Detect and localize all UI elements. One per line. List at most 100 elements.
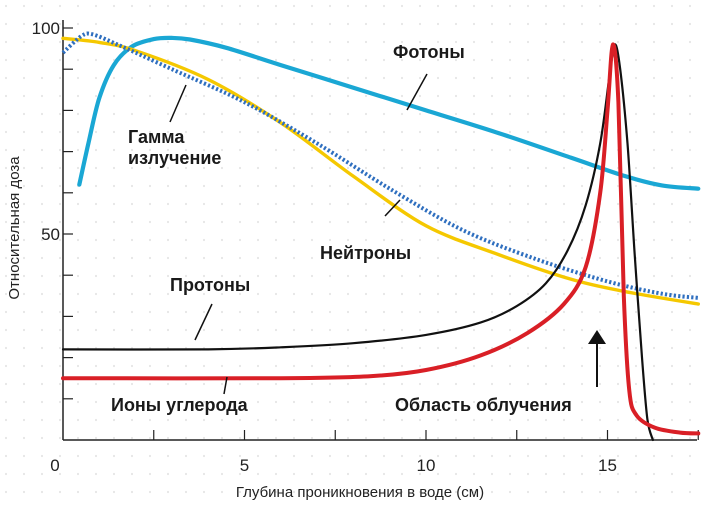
bg-dot bbox=[76, 22, 80, 26]
bg-dot bbox=[202, 274, 206, 278]
bg-dot bbox=[598, 22, 602, 26]
bg-dot bbox=[436, 490, 440, 494]
bg-dot bbox=[130, 256, 134, 260]
bg-dot bbox=[490, 382, 494, 386]
bg-dot bbox=[400, 4, 404, 8]
bg-dot bbox=[508, 58, 512, 62]
bg-dot bbox=[310, 148, 314, 152]
bg-dot bbox=[364, 490, 368, 494]
bg-dot bbox=[400, 94, 404, 98]
bg-dot bbox=[292, 274, 296, 278]
bg-dot bbox=[202, 112, 206, 116]
bg-dot bbox=[40, 256, 44, 260]
bg-dot bbox=[670, 274, 674, 278]
bg-dot bbox=[418, 490, 422, 494]
bg-dot bbox=[508, 292, 512, 296]
bg-dot bbox=[76, 166, 80, 170]
bg-dot bbox=[112, 238, 116, 242]
bg-dot bbox=[40, 184, 44, 188]
bg-dot bbox=[4, 112, 8, 116]
bg-dot bbox=[328, 40, 332, 44]
bg-dot bbox=[40, 22, 44, 26]
bg-dot bbox=[454, 112, 458, 116]
bg-dot bbox=[22, 328, 26, 332]
bg-dot bbox=[310, 22, 314, 26]
bg-dot bbox=[202, 454, 206, 458]
bg-dot bbox=[184, 400, 188, 404]
bg-dot bbox=[22, 184, 26, 188]
bg-dot bbox=[418, 382, 422, 386]
bg-dot bbox=[526, 22, 530, 26]
bg-dot bbox=[616, 310, 620, 314]
bg-dot bbox=[22, 202, 26, 206]
bg-dot bbox=[652, 22, 656, 26]
bg-dot bbox=[184, 220, 188, 224]
bg-dot bbox=[526, 382, 530, 386]
bg-dot bbox=[4, 436, 8, 440]
bg-dot bbox=[4, 130, 8, 134]
bg-dot bbox=[94, 184, 98, 188]
bg-dot bbox=[94, 436, 98, 440]
bg-dot bbox=[310, 220, 314, 224]
bg-dot bbox=[688, 76, 692, 80]
bg-dot bbox=[562, 310, 566, 314]
bg-dot bbox=[490, 166, 494, 170]
bg-dot bbox=[274, 130, 278, 134]
bg-dot bbox=[22, 454, 26, 458]
bg-dot bbox=[40, 436, 44, 440]
bg-dot bbox=[562, 292, 566, 296]
bg-dot bbox=[562, 184, 566, 188]
bg-dot bbox=[76, 328, 80, 332]
bg-dot bbox=[598, 130, 602, 134]
bg-dot bbox=[382, 328, 386, 332]
bg-dot bbox=[148, 382, 152, 386]
bg-dot bbox=[256, 490, 260, 494]
bg-dot bbox=[598, 472, 602, 476]
bg-dot bbox=[472, 238, 476, 242]
bg-dot bbox=[184, 454, 188, 458]
bg-dot bbox=[562, 490, 566, 494]
bg-dot bbox=[238, 4, 242, 8]
bg-dot bbox=[184, 184, 188, 188]
bg-dot bbox=[454, 40, 458, 44]
bg-dot bbox=[220, 472, 224, 476]
bg-dot bbox=[4, 418, 8, 422]
bg-dot bbox=[634, 40, 638, 44]
bg-dot bbox=[490, 454, 494, 458]
bg-dot bbox=[112, 472, 116, 476]
bg-dot bbox=[526, 220, 530, 224]
bg-dot bbox=[76, 238, 80, 242]
bg-dot bbox=[400, 328, 404, 332]
bg-dot bbox=[166, 382, 170, 386]
bg-dot bbox=[22, 418, 26, 422]
bg-dot bbox=[112, 436, 116, 440]
bg-dot bbox=[130, 274, 134, 278]
bg-dot bbox=[580, 40, 584, 44]
bg-dot bbox=[166, 400, 170, 404]
bg-dot bbox=[652, 274, 656, 278]
bg-dot bbox=[94, 130, 98, 134]
bg-dot bbox=[364, 364, 368, 368]
bg-dot bbox=[472, 4, 476, 8]
bg-dot bbox=[148, 436, 152, 440]
bg-dot bbox=[238, 184, 242, 188]
bg-dot bbox=[364, 382, 368, 386]
bg-dot bbox=[580, 490, 584, 494]
bg-dot bbox=[148, 490, 152, 494]
bg-dot bbox=[184, 166, 188, 170]
bg-dot bbox=[256, 130, 260, 134]
bg-dot bbox=[544, 4, 548, 8]
bg-dot bbox=[670, 22, 674, 26]
bg-dot bbox=[274, 382, 278, 386]
bg-dot bbox=[580, 22, 584, 26]
bg-dot bbox=[688, 418, 692, 422]
bg-dot bbox=[670, 328, 674, 332]
bg-dot bbox=[22, 58, 26, 62]
bg-dot bbox=[562, 94, 566, 98]
bg-dot bbox=[400, 130, 404, 134]
x-tick-label: 10 bbox=[417, 456, 436, 475]
bg-dot bbox=[490, 310, 494, 314]
bg-dot bbox=[58, 22, 62, 26]
bg-dot bbox=[76, 292, 80, 296]
